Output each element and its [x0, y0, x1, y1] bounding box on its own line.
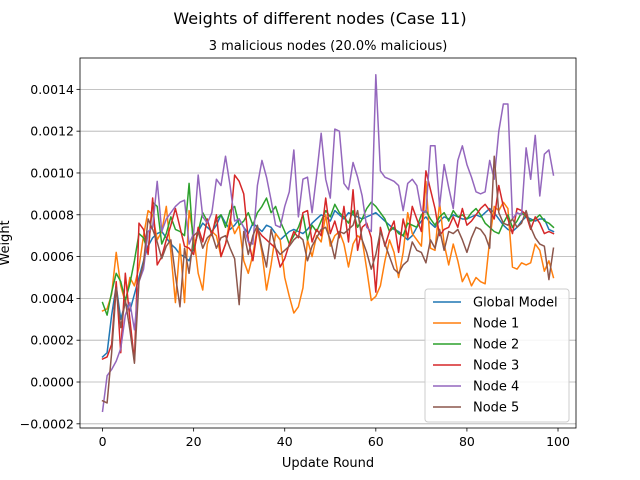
chart-subtitle: 3 malicious nodes (20.0% malicious)	[209, 39, 448, 54]
legend-label: Node 4	[473, 380, 519, 395]
series-line-node-1	[101, 180, 555, 314]
x-tick-label: 20	[186, 434, 202, 449]
legend: Global Model Node 1 Node 2 Node 3 Node 4 Node…	[424, 288, 570, 423]
y-tick-label: 0.0008	[30, 207, 74, 222]
x-tick-label: 100	[546, 434, 570, 449]
legend-label: Node 2	[473, 338, 519, 353]
series-lines	[101, 73, 555, 413]
x-tick-label: 80	[459, 434, 475, 449]
series-line-node-5	[101, 155, 555, 404]
x-tick-label: 60	[368, 434, 384, 449]
legend-label: Node 1	[473, 317, 519, 332]
y-tick-label: 0.0012	[30, 124, 74, 139]
y-tick-label: 0.0004	[30, 291, 74, 306]
y-axis-ticks: −0.0002 0.0000 0.0002 0.0004 0.0006 0.0008 0.0…	[20, 82, 80, 431]
y-tick-label: 0.0002	[30, 333, 74, 348]
y-tick-label: 0.0000	[30, 375, 74, 390]
y-tick-label: 0.0006	[30, 249, 74, 264]
y-axis-label: Weight	[0, 220, 13, 265]
x-axis-label: Update Round	[282, 456, 374, 471]
legend-label: Node 3	[473, 359, 519, 374]
legend-label: Global Model	[473, 296, 558, 311]
plot-area-frame	[79, 57, 577, 429]
series-line-node-3	[101, 170, 555, 362]
y-tick-label: 0.0014	[30, 82, 74, 97]
legend-label: Node 5	[473, 401, 519, 416]
y-tick-label: 0.0010	[30, 165, 74, 180]
x-axis-ticks: 0 20 40 60 80 100	[99, 428, 570, 449]
x-tick-label: 0	[99, 434, 107, 449]
chart-title: Weights of different nodes (Case 11)	[173, 9, 466, 28]
y-tick-label: −0.0002	[20, 416, 74, 431]
x-tick-label: 40	[277, 434, 293, 449]
series-line-node-4	[101, 73, 555, 413]
